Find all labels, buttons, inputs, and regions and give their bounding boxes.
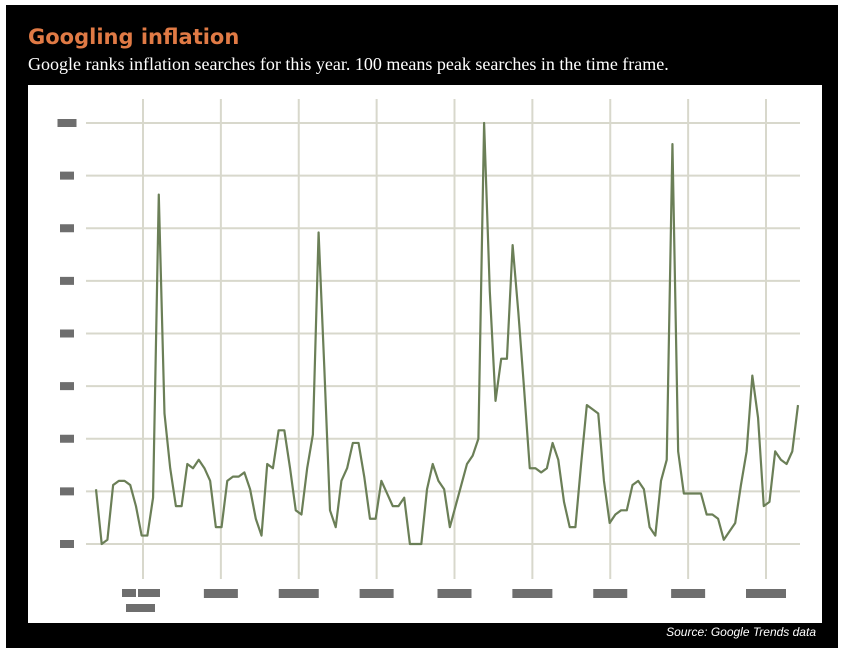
y-tick-label bbox=[57, 119, 77, 127]
chart-title: Googling inflation bbox=[28, 25, 240, 49]
y-tick-label bbox=[60, 224, 74, 233]
x-tick-label bbox=[126, 604, 155, 612]
x-tick-label bbox=[138, 589, 160, 597]
x-tick-label bbox=[359, 589, 394, 598]
x-tick-label bbox=[203, 589, 238, 598]
y-tick-label bbox=[60, 382, 74, 391]
x-tick-label bbox=[512, 589, 553, 598]
x-tick-label bbox=[437, 589, 472, 598]
y-tick-label bbox=[60, 540, 74, 548]
y-tick-label bbox=[60, 434, 74, 443]
line-chart bbox=[57, 99, 800, 612]
y-tick-label bbox=[60, 276, 74, 285]
chart-subtitle: Google ranks inflation searches for this… bbox=[28, 54, 669, 74]
plot-area bbox=[28, 85, 822, 623]
x-tick-label bbox=[593, 589, 628, 598]
x-tick-label bbox=[746, 589, 786, 598]
x-tick-label bbox=[122, 589, 136, 597]
x-tick-label bbox=[278, 589, 319, 598]
source-note: Source: Google Trends data bbox=[666, 625, 816, 639]
x-tick-label bbox=[671, 589, 706, 598]
y-tick-label bbox=[60, 487, 74, 496]
chart-frame: Googling inflation Google ranks inflatio… bbox=[6, 5, 838, 648]
series-line bbox=[94, 121, 800, 546]
y-tick-label bbox=[60, 171, 74, 180]
y-tick-label bbox=[60, 329, 74, 338]
